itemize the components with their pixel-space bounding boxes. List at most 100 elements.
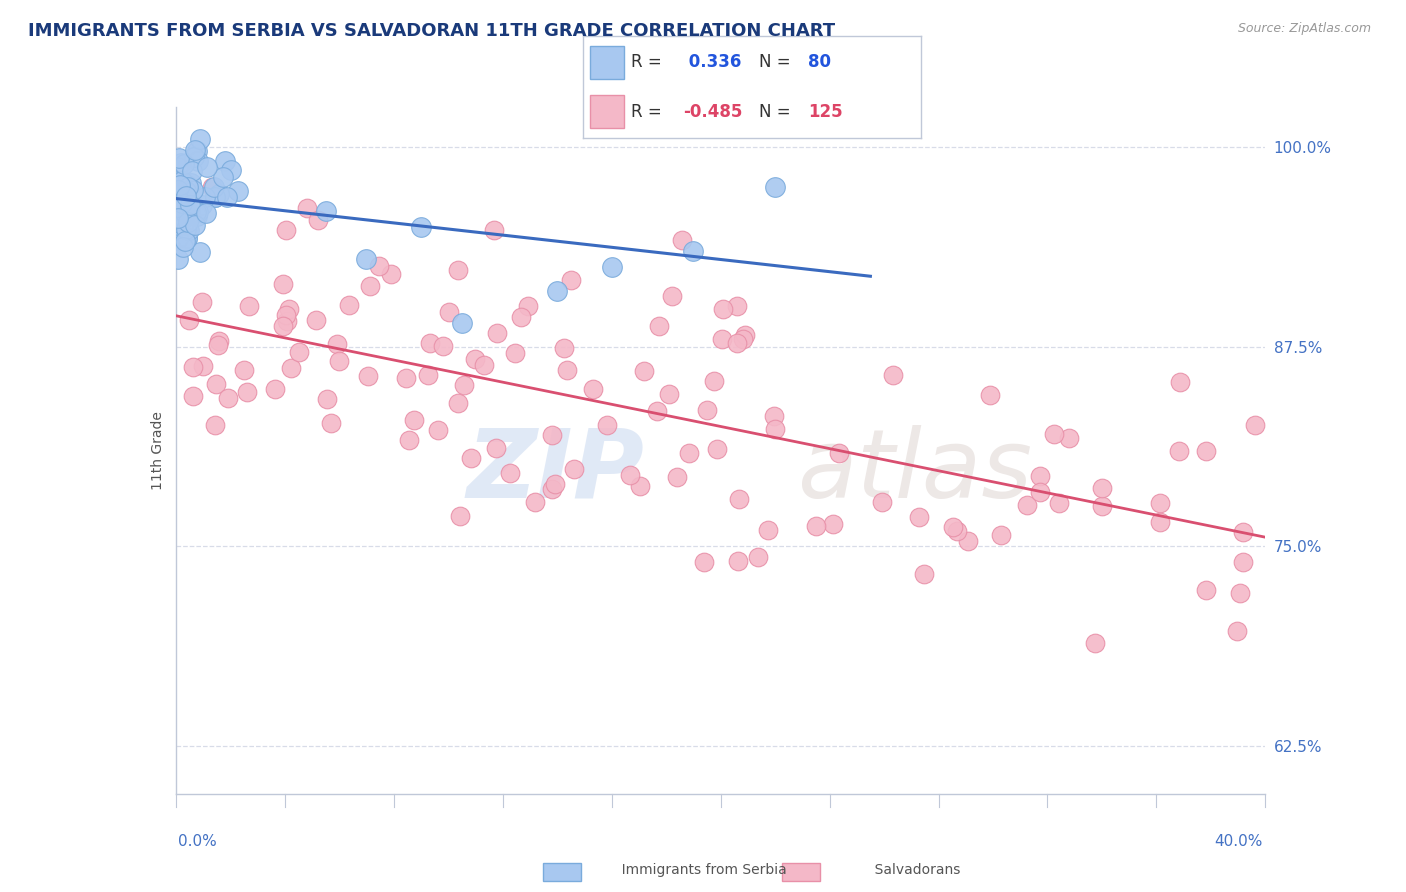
Point (979, 388, 1001, 402)
Text: N =: N = (759, 103, 796, 120)
Point (315, 203, 337, 218)
Point (179, 205, 201, 219)
Point (706, 442, 728, 456)
Point (1194, 582, 1216, 597)
Point (172, 218, 194, 232)
Point (207, 338, 229, 352)
Point (271, 277, 294, 292)
Point (174, 178, 197, 193)
Point (1167, 444, 1189, 458)
Point (181, 359, 204, 374)
Point (747, 550, 769, 565)
Point (204, 189, 226, 203)
Point (633, 364, 655, 378)
Point (648, 318, 671, 333)
Point (882, 368, 904, 383)
Point (167, 200, 190, 214)
Point (194, 190, 217, 204)
Point (177, 215, 200, 229)
Point (1042, 427, 1064, 442)
Point (204, 417, 226, 432)
Point (307, 213, 329, 227)
Point (725, 299, 748, 313)
Point (167, 211, 190, 226)
Point (1168, 375, 1191, 389)
Point (942, 520, 965, 534)
Point (1091, 481, 1114, 495)
Point (432, 339, 454, 353)
Point (1047, 496, 1070, 510)
Point (297, 202, 319, 216)
Point (359, 279, 381, 293)
Point (176, 231, 198, 245)
Point (553, 341, 575, 355)
Point (173, 189, 195, 203)
Point (172, 240, 194, 254)
Point (1059, 432, 1081, 446)
Point (711, 301, 734, 316)
Point (678, 446, 700, 460)
Point (671, 233, 693, 247)
Point (264, 382, 287, 396)
Point (271, 319, 294, 334)
Point (183, 150, 205, 164)
Point (315, 392, 337, 406)
Point (319, 416, 342, 430)
Point (181, 164, 204, 178)
Point (174, 184, 197, 198)
Point (169, 191, 191, 205)
Point (418, 368, 440, 382)
FancyBboxPatch shape (544, 863, 582, 881)
Point (183, 151, 205, 165)
Point (177, 223, 200, 237)
Point (727, 554, 749, 568)
Point (304, 312, 326, 326)
Point (1226, 624, 1249, 639)
Point (204, 190, 226, 204)
Point (499, 466, 522, 480)
Point (174, 189, 197, 203)
Point (1029, 484, 1052, 499)
Point (460, 450, 482, 465)
Point (174, 222, 197, 236)
Point (204, 179, 226, 194)
Point (828, 446, 851, 460)
Point (409, 219, 432, 234)
Point (523, 495, 546, 509)
Point (191, 295, 214, 310)
Point (733, 332, 755, 346)
Point (449, 508, 471, 523)
Point (167, 152, 190, 166)
Point (762, 409, 785, 423)
Point (541, 427, 564, 442)
Text: Immigrants from Serbia: Immigrants from Serbia (591, 863, 786, 877)
Point (184, 143, 207, 157)
Point (447, 263, 470, 277)
Point (167, 183, 190, 197)
Point (727, 335, 749, 350)
Point (186, 144, 208, 158)
Point (190, 245, 212, 260)
Point (1091, 499, 1114, 513)
Point (276, 308, 298, 322)
Point (167, 160, 190, 174)
Point (546, 284, 568, 298)
Text: Source: ZipAtlas.com: Source: ZipAtlas.com (1237, 22, 1371, 36)
Point (404, 412, 426, 426)
Point (217, 391, 239, 405)
Point (238, 299, 260, 313)
FancyBboxPatch shape (783, 863, 821, 881)
Point (395, 371, 418, 385)
Point (169, 178, 191, 192)
Point (183, 218, 205, 232)
Point (173, 206, 195, 220)
Point (596, 417, 619, 432)
Point (172, 199, 194, 213)
Point (170, 213, 193, 227)
Point (1244, 418, 1267, 433)
Point (1232, 524, 1254, 539)
Point (661, 289, 683, 303)
Point (274, 223, 297, 237)
Point (427, 423, 450, 437)
Point (214, 153, 236, 168)
